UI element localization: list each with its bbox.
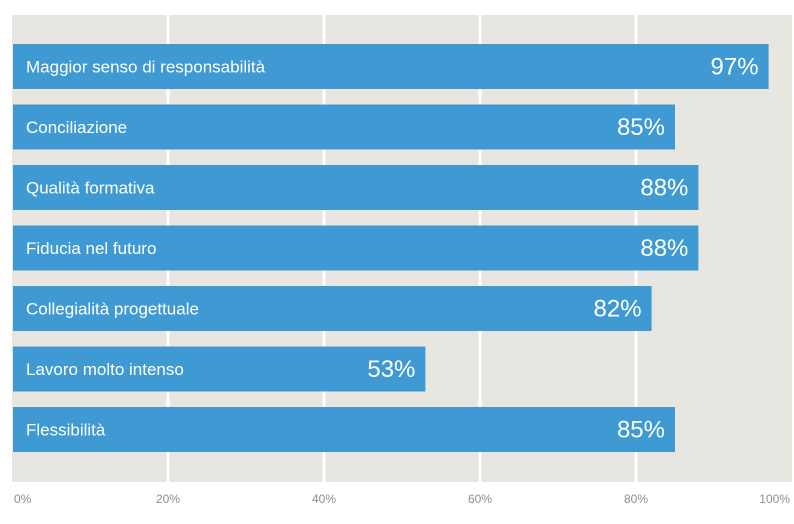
x-tick-label: 20% [156,492,180,506]
bar-value-label: 85% [617,114,665,141]
bar-2 [13,165,699,210]
bar-value-label: 82% [594,296,642,323]
bar-1 [13,104,675,150]
bar-category-label: Collegialità progettuale [26,300,199,319]
bar-group-5: Lavoro molto intenso 53% [13,346,426,392]
bar-5 [13,346,426,392]
bar-category-label: Flessibilità [26,421,106,440]
x-tick-label: 0% [14,492,32,506]
bar-6 [13,407,675,452]
x-tick-label: 40% [312,492,336,506]
bar-group-4: Collegialità progettuale 82% [13,286,652,331]
bar-3 [13,225,699,271]
bar-group-6: Flessibilità 85% [13,407,675,452]
x-tick-label: 80% [624,492,648,506]
bar-group-2: Qualità formativa 88% [13,165,699,210]
bar-value-label: 97% [711,54,759,81]
x-tick-label: 100% [759,492,790,506]
bar-category-label: Qualità formativa [26,179,155,198]
bar-group-3: Fiducia nel futuro 88% [13,225,699,271]
bar-category-label: Maggior senso di responsabilità [26,58,266,77]
bars: Maggior senso di responsabilità 97% Concil… [13,44,769,452]
bar-value-label: 85% [617,417,665,444]
bar-category-label: Conciliazione [26,118,127,137]
bar-0 [13,44,769,89]
bar-category-label: Lavoro molto intenso [26,360,184,379]
bar-category-label: Fiducia nel futuro [26,239,156,258]
bar-value-label: 88% [640,235,688,262]
bar-value-label: 88% [640,175,688,202]
bar-group-1: Conciliazione 85% [13,104,675,150]
x-tick-label: 60% [468,492,492,506]
bar-group-0: Maggior senso di responsabilità 97% [13,44,769,89]
bar-value-label: 53% [367,356,415,383]
x-axis-ticks: 0% 20% 40% 60% 80% 100% [14,492,790,506]
bar-4 [13,286,652,331]
